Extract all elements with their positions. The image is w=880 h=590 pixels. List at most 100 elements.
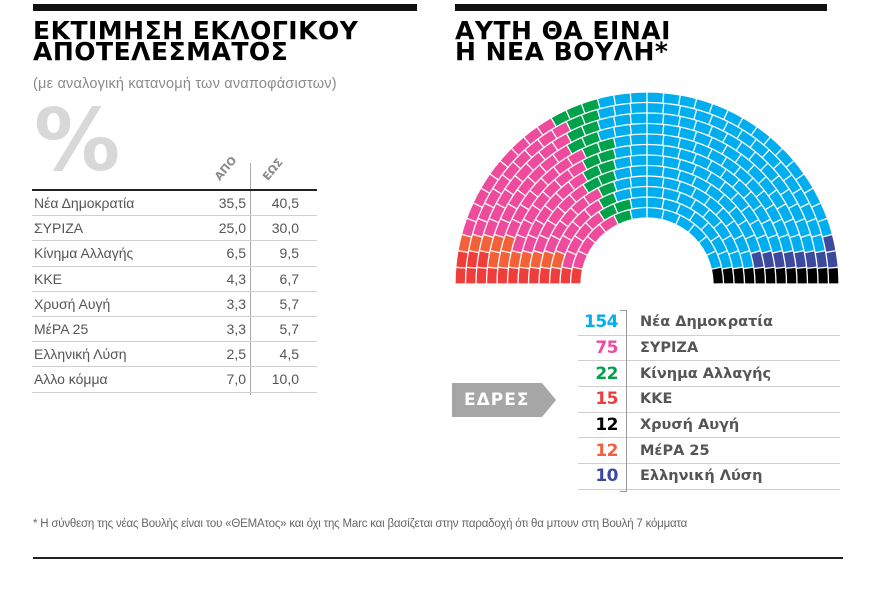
seat <box>473 188 489 207</box>
seat <box>517 220 532 238</box>
seat <box>750 140 769 157</box>
seat <box>570 185 588 202</box>
seat <box>738 118 757 135</box>
seat <box>731 193 749 211</box>
seat <box>647 103 664 114</box>
seat <box>630 176 647 187</box>
seat <box>783 251 796 268</box>
seat <box>721 170 739 187</box>
right-top-rule <box>455 4 827 11</box>
seat <box>599 193 617 208</box>
seat <box>497 267 508 284</box>
seat <box>693 154 711 169</box>
seat <box>766 205 782 223</box>
seat <box>707 251 721 269</box>
seat <box>789 204 805 222</box>
seat <box>701 223 719 241</box>
seat <box>729 207 746 225</box>
left-subtitle: (με αναλογική κατανομή των αναποφάσιστων… <box>33 76 337 92</box>
seat <box>720 182 738 200</box>
seat <box>708 149 726 165</box>
value-to: 4,5 <box>279 346 299 363</box>
seat <box>736 155 754 172</box>
seat <box>569 173 587 190</box>
seat <box>527 152 545 170</box>
seat <box>614 135 631 148</box>
seat <box>722 157 740 175</box>
seat <box>551 221 568 239</box>
seat <box>734 235 749 254</box>
seat <box>708 138 727 154</box>
seat <box>536 206 553 224</box>
seat <box>647 197 664 209</box>
seat <box>520 191 538 209</box>
seat <box>694 121 712 135</box>
value-to: 40,5 <box>271 195 299 212</box>
party-name: Ελληνική Λύση <box>34 346 127 363</box>
value-to: 10,0 <box>271 371 299 388</box>
seat <box>455 267 466 284</box>
seat <box>694 99 712 113</box>
seat <box>598 127 616 141</box>
seat <box>508 267 519 284</box>
seat <box>647 113 664 124</box>
seat <box>478 203 494 222</box>
seat <box>699 237 716 255</box>
seat <box>677 182 696 197</box>
seat <box>534 235 548 253</box>
seat <box>512 137 530 155</box>
seat <box>480 235 493 252</box>
seat <box>614 178 632 191</box>
table-row: Νέα Δημοκρατία 35,5 40,5 <box>32 191 317 217</box>
seat <box>751 251 764 268</box>
seat <box>555 170 573 187</box>
seat <box>678 160 696 174</box>
seat <box>694 110 712 124</box>
seat <box>714 222 731 240</box>
seat <box>567 236 583 254</box>
seat <box>512 205 528 223</box>
seat <box>796 267 807 284</box>
seat <box>614 188 632 202</box>
seat <box>709 104 728 119</box>
seat <box>467 203 482 222</box>
seat <box>571 267 582 284</box>
percent-symbol-icon: % <box>34 91 120 191</box>
seat <box>662 199 680 213</box>
seat <box>707 161 726 177</box>
seat <box>723 236 738 254</box>
seat <box>750 220 766 238</box>
seat <box>586 212 604 230</box>
seat <box>552 122 570 138</box>
seat <box>737 130 756 147</box>
seat <box>488 251 500 268</box>
seat <box>741 206 758 224</box>
seat <box>614 114 631 126</box>
seat <box>759 177 776 195</box>
seat <box>575 223 593 241</box>
seat <box>724 110 743 126</box>
seat <box>598 171 616 185</box>
seats-legend: 154 Νέα Δημοκρατία 75 ΣΥΡΙΖΑ 22 Κίνημα Αλλαγή… <box>578 310 840 492</box>
seat <box>598 95 615 108</box>
seat <box>583 165 601 181</box>
seat <box>630 208 647 219</box>
seat <box>567 126 585 142</box>
seat <box>647 155 664 166</box>
seat <box>677 193 695 208</box>
seat <box>456 251 468 268</box>
seat <box>503 162 520 181</box>
seat <box>762 220 777 238</box>
seat <box>693 165 711 181</box>
seat <box>506 219 521 238</box>
seat <box>763 150 781 168</box>
seat <box>692 177 711 193</box>
seat <box>805 251 817 268</box>
footnote: * Η σύνθεση της νέας Βουλής είναι του «Θ… <box>33 518 688 530</box>
party-name: Κίνημα Αλλαγής <box>34 245 134 262</box>
seat <box>662 210 680 224</box>
seat <box>567 138 586 154</box>
seat <box>647 92 664 103</box>
seat <box>598 138 616 152</box>
seat <box>647 166 664 177</box>
